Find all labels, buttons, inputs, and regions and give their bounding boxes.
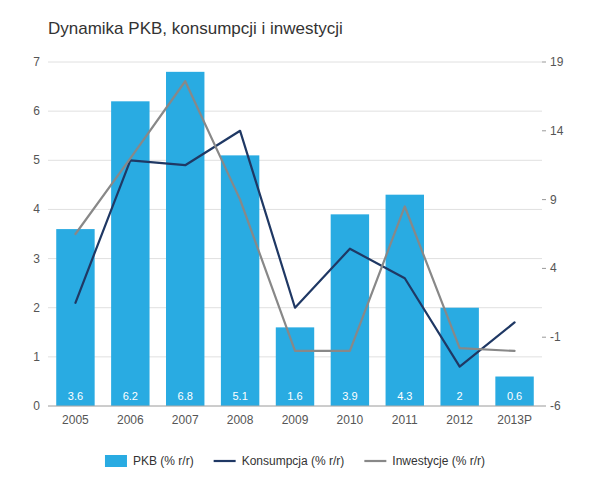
data-labels: 3.6 6.2 6.8 5.1 1.6 3.9 4.3 2 0.6 bbox=[68, 390, 522, 402]
y2-tick bbox=[542, 406, 546, 407]
x-tick-label: 2007 bbox=[172, 413, 199, 427]
x-tick-label: 2010 bbox=[337, 413, 364, 427]
data-label: 5.1 bbox=[232, 390, 247, 402]
y-tick-label: 6 bbox=[33, 104, 40, 118]
bar bbox=[276, 327, 314, 406]
y-tick-label: 4 bbox=[33, 202, 40, 216]
legend-item: Konsumpcja (% r/r) bbox=[214, 454, 345, 468]
legend-item: PKB (% r/r) bbox=[105, 454, 194, 468]
bar bbox=[56, 229, 94, 406]
bar bbox=[495, 377, 533, 406]
bar bbox=[166, 72, 204, 406]
y2-tick-label: 9 bbox=[550, 193, 557, 207]
y2-tick-label: 19 bbox=[550, 55, 564, 69]
grid bbox=[48, 62, 542, 406]
data-label: 4.3 bbox=[397, 390, 412, 402]
legend-item: Inwestycje (% r/r) bbox=[364, 454, 485, 468]
y-tick-label: 3 bbox=[33, 252, 40, 266]
title: Dynamika PKB, konsumpcji i inwestycji bbox=[48, 19, 343, 38]
bar bbox=[111, 101, 149, 406]
x-tick-label: 2005 bbox=[62, 413, 89, 427]
y2-tick bbox=[542, 62, 546, 63]
data-label: 1.6 bbox=[287, 390, 302, 402]
grid-line bbox=[48, 406, 542, 407]
legend-label: PKB (% r/r) bbox=[133, 454, 194, 468]
y2-tick-label: 4 bbox=[550, 261, 557, 275]
y-tick-label: 5 bbox=[33, 153, 40, 167]
line bbox=[75, 81, 514, 351]
y2-tick bbox=[542, 268, 546, 269]
line bbox=[75, 131, 514, 367]
data-label: 0.6 bbox=[507, 390, 522, 402]
legend-label: Inwestycje (% r/r) bbox=[392, 454, 485, 468]
legend-swatch bbox=[105, 455, 127, 467]
bar bbox=[221, 155, 259, 406]
y-tick-label: 2 bbox=[33, 301, 40, 315]
y-tick-label: 1 bbox=[33, 350, 40, 364]
y2-tick bbox=[542, 130, 546, 131]
plot-area bbox=[56, 72, 534, 406]
data-label: 6.2 bbox=[123, 390, 138, 402]
y-tick-label: 7 bbox=[33, 55, 40, 69]
x-tick-label: 2009 bbox=[282, 413, 309, 427]
legend: PKB (% r/r) Konsumpcja (% r/r) Inwestycje … bbox=[105, 454, 485, 468]
legend-swatch bbox=[214, 460, 236, 462]
x-tick-label: 2012 bbox=[446, 413, 473, 427]
data-label: 6.8 bbox=[178, 390, 193, 402]
y2-tick-label: 14 bbox=[550, 124, 564, 138]
legend-label: Konsumpcja (% r/r) bbox=[242, 454, 345, 468]
bar bbox=[331, 214, 369, 406]
x-tick-label: 2006 bbox=[117, 413, 144, 427]
x-tick-label: 2008 bbox=[227, 413, 254, 427]
y2-tick-label: -6 bbox=[550, 399, 561, 413]
x-tick-label: 2011 bbox=[392, 413, 418, 427]
legend-swatch bbox=[364, 460, 386, 462]
y2-tick bbox=[542, 337, 546, 338]
grid-line bbox=[48, 62, 542, 63]
x-tick-label: 2013P bbox=[497, 413, 532, 427]
y2-tick bbox=[542, 199, 546, 200]
data-label: 3.9 bbox=[342, 390, 357, 402]
x-axis bbox=[48, 406, 542, 407]
data-label: 2 bbox=[457, 390, 463, 402]
data-label: 3.6 bbox=[68, 390, 83, 402]
chart: Dynamika PKB, konsumpcji i inwestycji 0 1 2… bbox=[0, 0, 590, 501]
y2-tick-label: -1 bbox=[550, 330, 561, 344]
y-tick-label: 0 bbox=[33, 399, 40, 413]
